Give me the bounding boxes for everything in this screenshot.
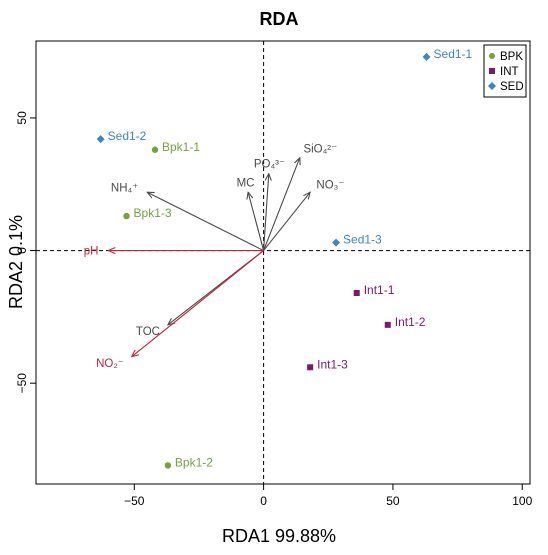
legend-label-sed: SED [500,81,524,93]
sample-points: Bpk1-1 Bpk1-2 Bpk1-3 Int1-1 Int1-2 Int1-3 Sed1… [96,47,473,469]
x-tick-label: −50 [124,494,145,508]
legend: BPK INT SED [483,44,527,98]
legend-label-bpk: BPK [500,51,523,63]
y-tick-label: 50 [15,111,29,125]
reference-lines [36,41,530,484]
axes: −50 0 50 100 −50 0 50 [15,111,533,508]
point-bpk1-2 [164,462,172,469]
point-label-int1-2: Int1-2 [395,315,426,329]
point-label-bpk1-3: Bpk1-3 [134,206,172,220]
chart-title: RDA [260,9,299,29]
point-bpk1-3 [123,212,130,220]
vector-label-po: PO₄³⁻ [254,159,285,171]
y-axis-label: RDA2 0.1% [6,215,26,309]
vector-label-sio: SiO₄²⁻ [303,143,337,155]
point-label-sed1-3: Sed1-3 [343,233,382,247]
vector-label-toc: TOC [136,326,160,338]
vector-arrow [132,250,264,357]
point-label-sed1-2: Sed1-2 [108,129,147,143]
x-tick-label: 0 [260,494,267,508]
vector-arrow [263,158,300,251]
legend-label-int: INT [500,66,519,78]
legend-marker-bpk [489,53,495,59]
vector-label-ph: pH [84,246,99,258]
point-sed1-2 [96,135,105,144]
point-label-int1-3: Int1-3 [317,357,348,371]
point-label-bpk1-2: Bpk1-2 [175,455,213,469]
point-label-sed1-1: Sed1-1 [434,47,473,61]
x-tick-label: 100 [512,494,532,508]
vector-arrow [263,174,269,251]
y-tick-label: −50 [15,373,29,394]
point-bpk1-1 [151,146,159,153]
vector-label-no: NO₃⁻ [316,179,344,191]
point-sed1-1 [422,52,431,61]
environmental-vectors: NH₄⁺ MC PO₄³⁻ SiO₄²⁻ NO₃⁻ TOC pH NO₂⁻ [84,143,345,370]
point-int1-3 [307,364,314,371]
x-axis-label: RDA1 99.88% [222,526,336,546]
point-label-int1-1: Int1-1 [364,283,395,297]
legend-marker-int [489,68,495,74]
x-tick-label: 50 [386,494,400,508]
vector-label-mc: MC [237,178,255,190]
point-sed1-3 [332,238,341,247]
vector-arrow [263,192,311,251]
point-int1-2 [384,321,391,328]
vector-arrow [147,192,264,252]
vector-label-nh: NH₄⁺ [111,183,138,195]
vector-arrow [248,192,265,251]
legend-marker-sed [488,82,496,90]
y-tick-label: 0 [15,247,29,254]
point-int1-1 [353,290,360,297]
point-label-bpk1-1: Bpk1-1 [162,140,200,154]
plot-frame [35,40,531,485]
vector-label-no: NO₂⁻ [96,358,124,370]
